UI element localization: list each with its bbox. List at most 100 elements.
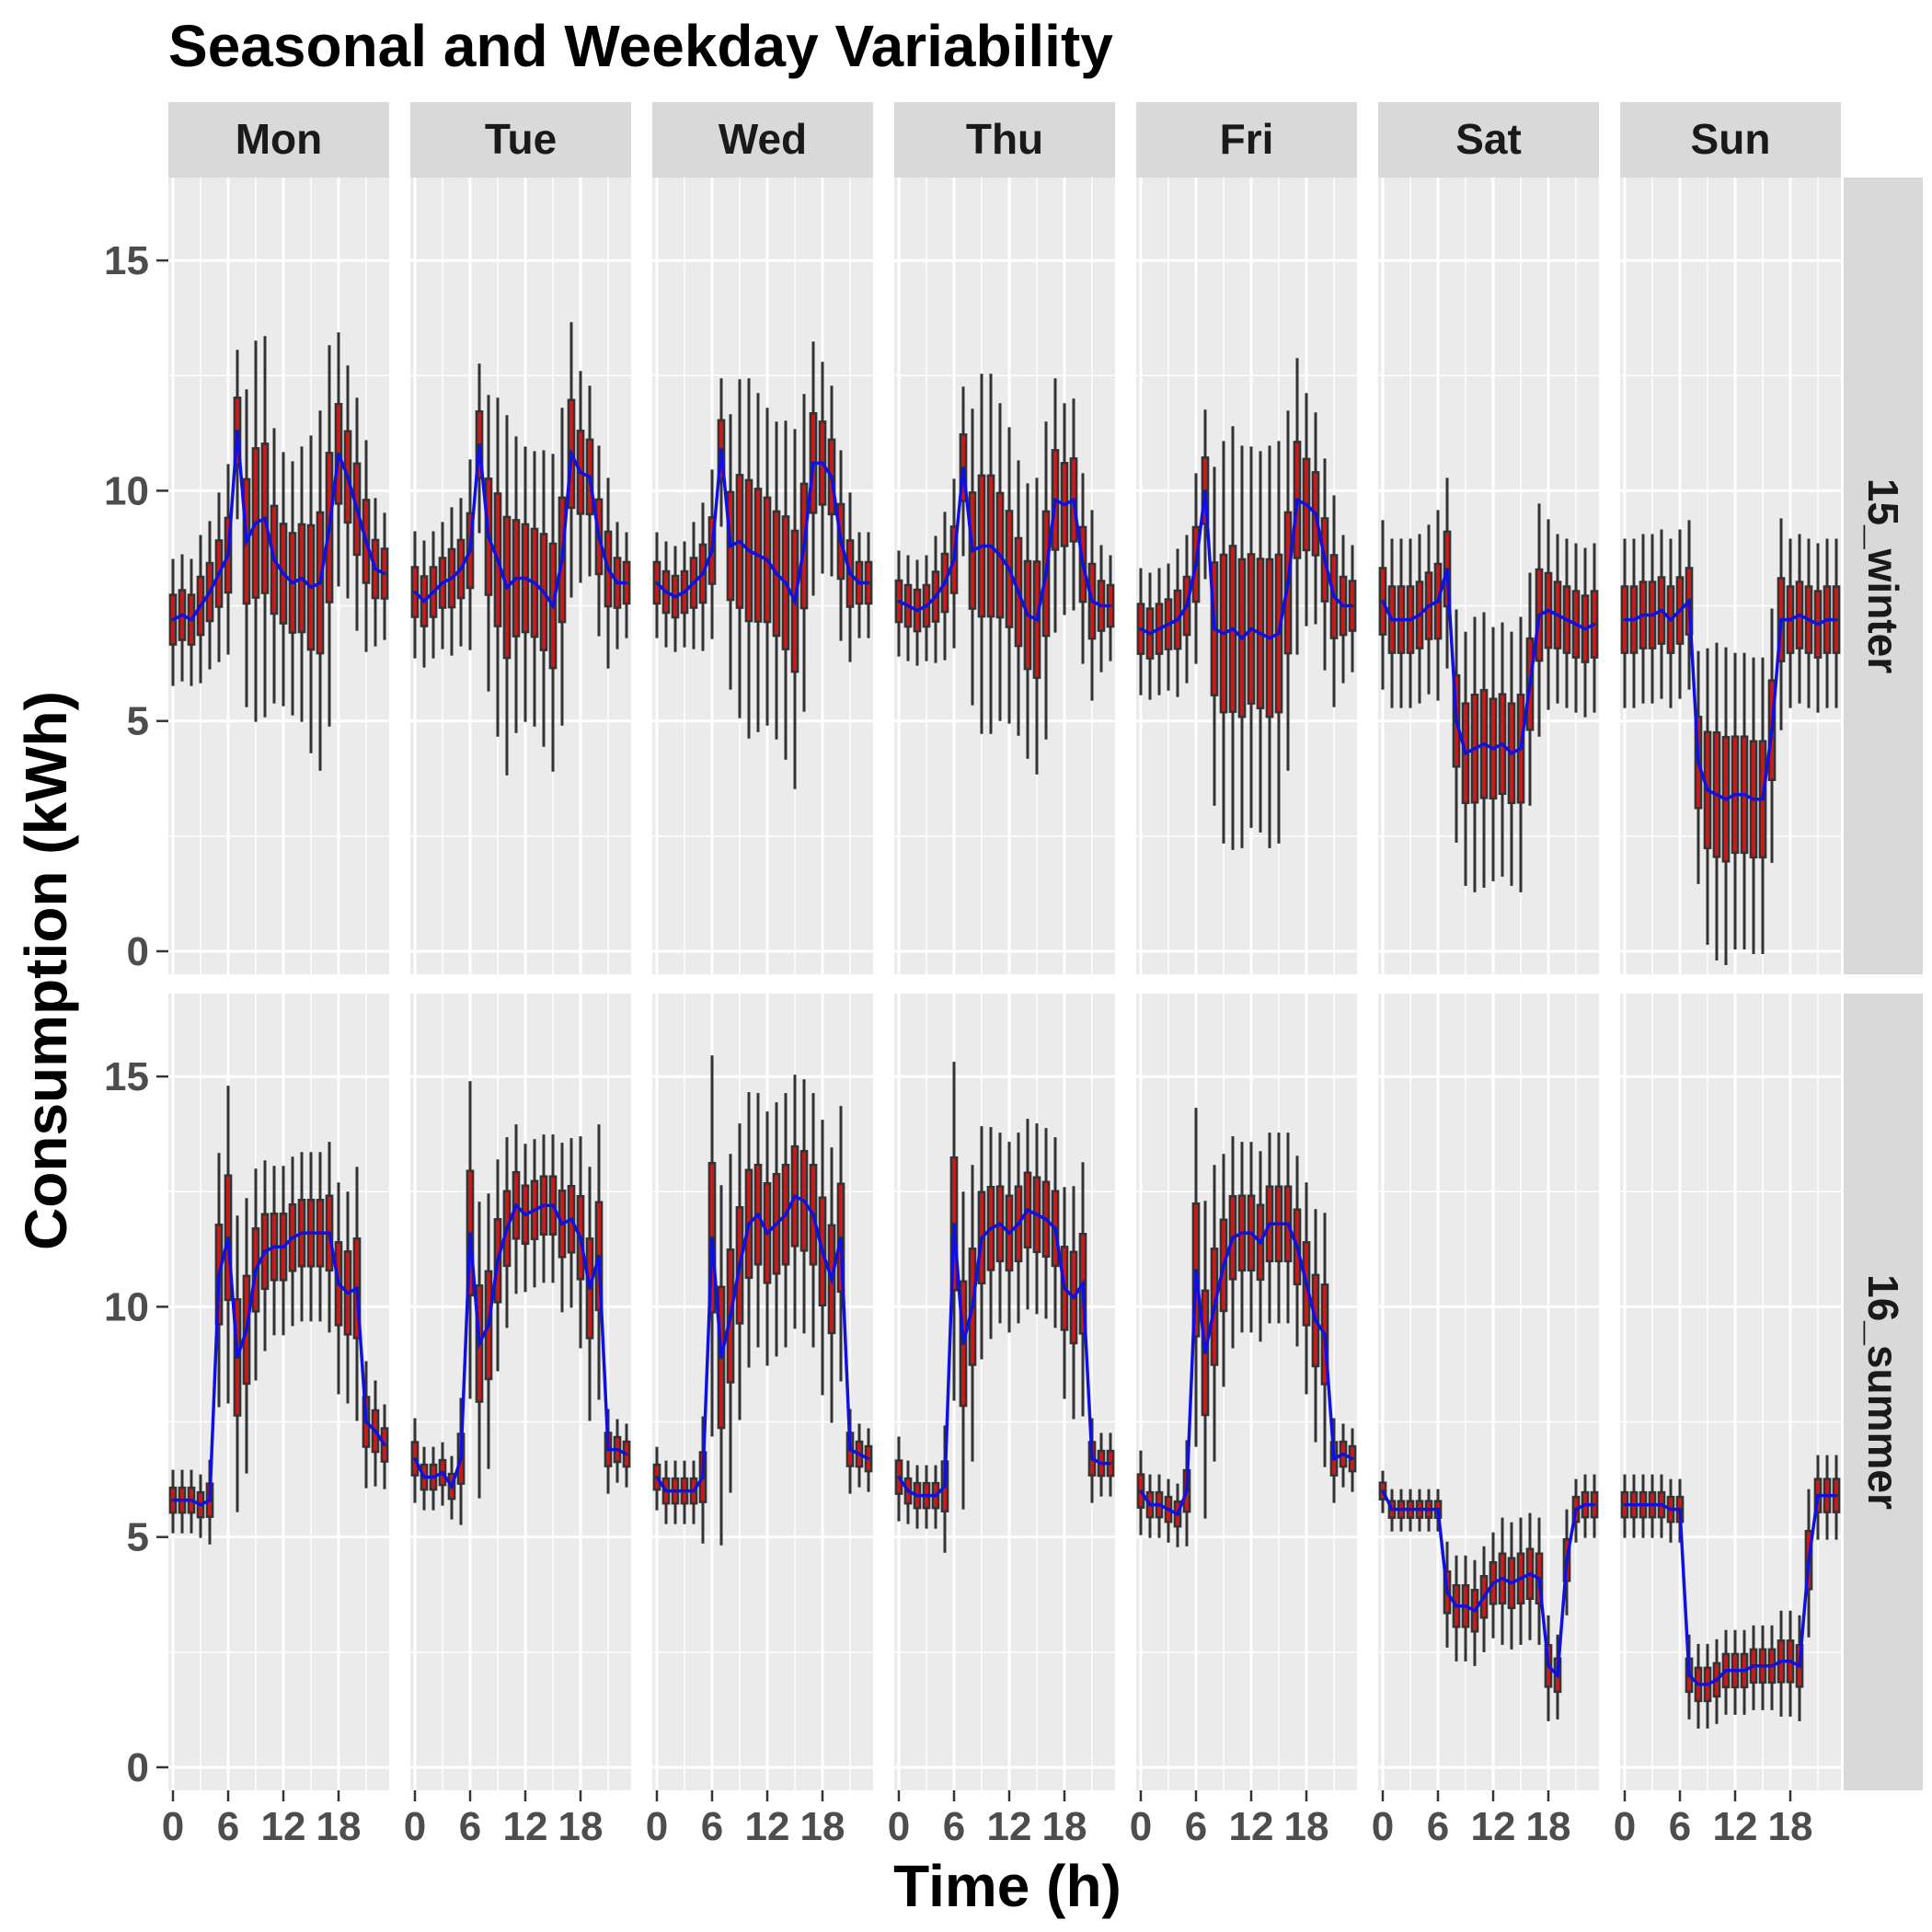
panel-background [652, 178, 873, 974]
x-tick-label: 0 [1372, 1804, 1394, 1849]
facet-strip-15_winter [1844, 178, 1923, 974]
y-tick-label: 0 [127, 1745, 149, 1790]
panel-background [168, 178, 389, 974]
panel-15_winter-sun [1620, 178, 1841, 974]
x-axis-title: Time (h) [893, 1853, 1121, 1919]
y-tick-label: 10 [104, 1284, 149, 1329]
panel-15_winter-sat [1378, 178, 1599, 974]
y-tick-label: 10 [104, 468, 149, 513]
panel-background [410, 178, 631, 974]
mean-line-15_winter-wed [655, 449, 868, 607]
x-tick-label: 0 [888, 1804, 910, 1849]
facet-strip-tue [410, 102, 631, 178]
x-tick-label: 6 [701, 1804, 723, 1849]
panel-background [1136, 178, 1357, 974]
mean-line-15_winter-mon [172, 431, 385, 622]
x-tick-label: 18 [1284, 1804, 1329, 1849]
panel-background [410, 994, 631, 1790]
panel-background [894, 994, 1115, 1790]
facet-label-tue: Tue [485, 115, 557, 163]
facet-strip-sun [1620, 102, 1841, 178]
y-tick-label: 15 [104, 1054, 149, 1099]
x-tick-label: 0 [646, 1804, 668, 1849]
panel-15_winter-thu [894, 178, 1115, 974]
facet-label-sat: Sat [1455, 115, 1522, 163]
x-tick-label: 0 [1614, 1804, 1636, 1849]
facet-strip-mon [168, 102, 389, 178]
mean-line-16_summer-sat [1381, 1489, 1594, 1679]
mean-line-16_summer-wed [655, 1193, 869, 1493]
panel-background [1136, 994, 1357, 1790]
panel-15_winter-tue [410, 178, 631, 974]
x-tick-label: 6 [217, 1804, 239, 1849]
facet-label-wed: Wed [719, 115, 807, 163]
panel-16_summer-tue [410, 994, 631, 1790]
mean-line-15_winter-thu [898, 467, 1110, 623]
facet-label-thu: Thu [966, 115, 1043, 163]
x-tick-label: 18 [1526, 1804, 1571, 1849]
facet-strip-sat [1378, 102, 1599, 178]
x-tick-label: 18 [1042, 1804, 1087, 1849]
panel-background [1620, 178, 1841, 974]
panel-background [1378, 994, 1599, 1790]
mean-line-16_summer-tue [413, 1202, 627, 1490]
x-tick-label: 6 [943, 1804, 965, 1849]
x-tick-label: 6 [459, 1804, 481, 1849]
facet-strip-wed [652, 102, 873, 178]
panel-background [168, 994, 389, 1790]
x-tick-label: 6 [1427, 1804, 1449, 1849]
x-tick-label: 18 [316, 1804, 362, 1849]
x-tick-label: 12 [987, 1804, 1032, 1849]
mean-line-15_winter-sun [1625, 597, 1836, 801]
x-tick-label: 18 [800, 1804, 845, 1849]
x-tick-label: 12 [503, 1804, 548, 1849]
panel-16_summer-sat [1378, 994, 1599, 1790]
facet-strip-thu [894, 102, 1115, 178]
x-tick-label: 0 [1130, 1804, 1152, 1849]
panel-15_winter-wed [652, 178, 873, 974]
facet-row-label-15_winter: 15_winter [1859, 478, 1907, 673]
x-tick-label: 12 [1471, 1804, 1516, 1849]
x-tick-label: 18 [558, 1804, 604, 1849]
panel-background [894, 178, 1115, 974]
mean-line-16_summer-mon [173, 1231, 386, 1507]
panel-16_summer-wed [652, 994, 873, 1790]
y-tick-label: 5 [127, 1515, 149, 1560]
y-tick-label: 15 [104, 238, 149, 283]
facet-label-sun: Sun [1691, 115, 1771, 163]
facet-strip-fri [1136, 102, 1357, 178]
panel-background [1620, 994, 1841, 1790]
chart-title: Seasonal and Weekday Variability [168, 13, 1113, 79]
panel-background [1378, 178, 1599, 974]
facet-strip-16_summer [1844, 994, 1923, 1790]
x-tick-label: 12 [1713, 1804, 1758, 1849]
mean-line-16_summer-fri [1139, 1222, 1353, 1517]
x-tick-label: 6 [1669, 1804, 1691, 1849]
y-tick-label: 0 [127, 929, 149, 974]
mean-line-15_winter-fri [1140, 490, 1352, 641]
x-tick-label: 6 [1185, 1804, 1207, 1849]
x-tick-label: 0 [404, 1804, 426, 1849]
panel-16_summer-thu [894, 994, 1115, 1790]
mean-line-16_summer-sun [1625, 1493, 1836, 1686]
panel-15_winter-fri [1136, 178, 1357, 974]
facet-label-mon: Mon [236, 115, 323, 163]
mean-line-16_summer-thu [897, 1208, 1110, 1498]
x-tick-label: 12 [261, 1804, 306, 1849]
panel-background [652, 994, 873, 1790]
panel-16_summer-sun [1620, 994, 1841, 1790]
x-tick-label: 0 [162, 1804, 184, 1849]
x-tick-label: 18 [1768, 1804, 1813, 1849]
mean-line-15_winter-sat [1381, 569, 1595, 756]
facet-row-label-16_summer: 16_summer [1859, 1274, 1907, 1510]
y-axis-title: Consumption (kWh) [13, 691, 79, 1250]
plot-area: Mon Tue Wed Thu Fri Sat Sun 15_winter 0 5 10 15 16_s… [104, 102, 1923, 1849]
mean-line-15_winter-tue [413, 444, 627, 610]
x-tick-label: 12 [745, 1804, 790, 1849]
y-tick-label: 5 [127, 699, 149, 744]
x-tick-label: 12 [1229, 1804, 1274, 1849]
panel-15_winter-mon [168, 178, 389, 974]
facet-label-fri: Fri [1220, 115, 1274, 163]
panel-16_summer-mon [168, 994, 389, 1790]
